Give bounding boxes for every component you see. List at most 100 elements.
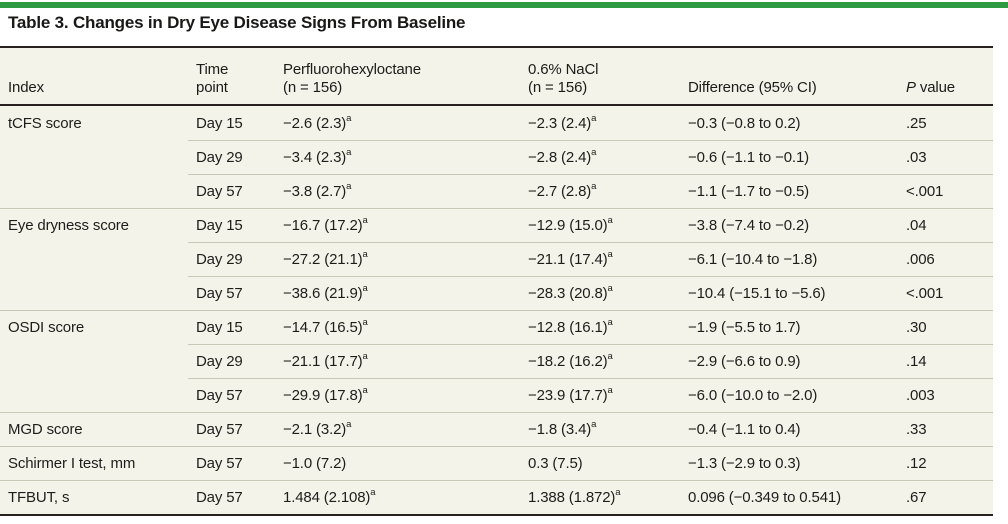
row-difference-value: 0.096 (−0.349 to 0.541) <box>688 489 841 506</box>
cell-superscript: a <box>362 351 368 362</box>
row-difference-value: −6.0 (−10.0 to −2.0) <box>688 387 818 404</box>
cell-value: −21.1 (17.4) <box>528 251 608 268</box>
row-time-point: Day 15 <box>196 319 243 336</box>
cell-superscript: a <box>591 181 597 192</box>
table-header-row: Index Time point Perfluorohexyloctane (n… <box>0 48 993 106</box>
row-drug-value: −3.4 (2.3)a <box>275 148 520 166</box>
cell-value: −16.7 (17.2) <box>283 217 363 234</box>
cell-superscript: a <box>591 112 597 124</box>
row-p-value: .03 <box>906 149 927 166</box>
cell-value: −38.6 (21.9) <box>283 285 363 302</box>
cell-superscript: a <box>591 147 597 158</box>
table-row: Day 57 −38.6 (21.9)a −28.3 (20.8)a −10.4… <box>0 276 993 310</box>
row-time-point: Day 57 <box>196 387 243 404</box>
table-row: Schirmer I test, mm Day 57 −1.0 (7.2) 0.… <box>0 446 993 480</box>
row-difference-value: −1.3 (−2.9 to 0.3) <box>688 455 801 472</box>
row-time-point: Day 29 <box>196 353 243 370</box>
table-row: Day 57 −29.9 (17.8)a −23.9 (17.7)a −6.0 … <box>0 378 993 412</box>
cell-value: −2.6 (2.3) <box>283 114 347 132</box>
cell-superscript: a <box>607 351 613 362</box>
row-time-point: Day 57 <box>196 489 243 506</box>
row-time-point: Day 57 <box>196 183 243 200</box>
cell-superscript: a <box>607 283 613 294</box>
row-drug-value: −2.1 (3.2)a <box>275 419 520 438</box>
cell-superscript: a <box>362 385 368 396</box>
results-table: Index Time point Perfluorohexyloctane (n… <box>0 46 993 516</box>
cell-value: −23.9 (17.7) <box>528 387 608 404</box>
cell-superscript: a <box>607 249 613 260</box>
row-index-label: tCFS score <box>8 114 82 132</box>
table-row: Eye dryness score Day 15 −16.7 (17.2)a −… <box>0 208 993 242</box>
table-row: Day 57 −3.8 (2.7)a −2.7 (2.8)a −1.1 (−1.… <box>0 174 993 208</box>
header-p-value: P value <box>898 79 993 98</box>
row-nacl-value: 0.3 (7.5) <box>520 456 680 471</box>
cell-superscript: a <box>615 487 621 498</box>
row-drug-value: −29.9 (17.8)a <box>275 385 520 403</box>
p-value-rest: value <box>915 79 955 97</box>
row-time-point: Day 29 <box>196 251 243 268</box>
row-p-value: .003 <box>906 387 935 404</box>
table-row: Day 29 −21.1 (17.7)a −18.2 (16.2)a −2.9 … <box>0 344 993 378</box>
row-index-label: Eye dryness score <box>8 217 129 234</box>
cell-superscript: a <box>591 419 597 430</box>
cell-superscript: a <box>362 317 368 328</box>
header-index: Index <box>8 79 44 97</box>
cell-superscript: a <box>607 317 613 328</box>
cell-value: −14.7 (16.5) <box>283 319 363 336</box>
row-nacl-value: −2.3 (2.4)a <box>520 112 680 132</box>
cell-value: −2.8 (2.4) <box>528 149 592 166</box>
row-nacl-value: −23.9 (17.7)a <box>520 385 680 404</box>
cell-value: −28.3 (20.8) <box>528 285 608 302</box>
row-difference-value: −6.1 (−10.4 to −1.8) <box>688 251 818 268</box>
row-time-point: Day 15 <box>196 217 243 234</box>
row-drug-value: −38.6 (21.9)a <box>275 283 520 302</box>
row-nacl-value: −12.9 (15.0)a <box>520 215 680 233</box>
accent-bar <box>0 2 1008 8</box>
table-row: TFBUT, s Day 57 1.484 (2.108)a 1.388 (1.… <box>0 480 993 514</box>
row-p-value: .25 <box>906 114 927 132</box>
table-row: tCFS score Day 15 −2.6 (2.3)a −2.3 (2.4)… <box>0 106 993 140</box>
row-nacl-value: 1.388 (1.872)a <box>520 487 680 505</box>
cell-value: −3.8 (2.7) <box>283 183 347 200</box>
row-difference-value: −3.8 (−7.4 to −0.2) <box>688 217 809 234</box>
cell-superscript: a <box>362 215 368 226</box>
header-time-point: Time point <box>196 60 229 97</box>
row-nacl-value: −2.8 (2.4)a <box>520 147 680 166</box>
row-index-label: Schirmer I test, mm <box>8 455 136 472</box>
cell-value: −2.1 (3.2) <box>283 421 347 438</box>
cell-superscript: a <box>346 112 352 124</box>
row-p-value: .30 <box>906 319 927 336</box>
row-difference-value: −0.3 (−0.8 to 0.2) <box>688 114 801 132</box>
cell-superscript: a <box>607 385 613 396</box>
row-drug-value: −21.1 (17.7)a <box>275 351 520 370</box>
cell-value: −2.3 (2.4) <box>528 114 592 132</box>
row-p-value: .12 <box>906 455 927 472</box>
cell-superscript: a <box>607 215 613 226</box>
row-drug-value: −16.7 (17.2)a <box>275 215 520 234</box>
cell-superscript: a <box>362 283 368 294</box>
row-nacl-value: −18.2 (16.2)a <box>520 351 680 370</box>
row-p-value: <.001 <box>906 183 944 200</box>
row-time-point: Day 29 <box>196 149 243 166</box>
row-time-point: Day 57 <box>196 421 243 438</box>
row-p-value: .67 <box>906 489 927 506</box>
cell-value: −2.7 (2.8) <box>528 183 592 200</box>
row-p-value: .33 <box>906 421 927 438</box>
row-nacl-value: −21.1 (17.4)a <box>520 249 680 268</box>
table-row: MGD score Day 57 −2.1 (3.2)a −1.8 (3.4)a… <box>0 412 993 446</box>
cell-superscript: a <box>346 419 352 430</box>
cell-value: −21.1 (17.7) <box>283 353 363 370</box>
cell-value: −3.4 (2.3) <box>283 149 347 166</box>
cell-value: −1.0 (7.2) <box>283 455 347 472</box>
table-row: OSDI score Day 15 −14.7 (16.5)a −12.8 (1… <box>0 310 993 344</box>
cell-value: −18.2 (16.2) <box>528 353 608 370</box>
row-drug-value: −3.8 (2.7)a <box>275 182 520 200</box>
row-nacl-value: −12.8 (16.1)a <box>520 317 680 335</box>
header-nacl: 0.6% NaCl (n = 156) <box>528 60 599 97</box>
cell-value: 0.3 (7.5) <box>528 455 583 472</box>
row-p-value: .04 <box>906 217 927 234</box>
table-title: Table 3. Changes in Dry Eye Disease Sign… <box>8 13 466 32</box>
cell-superscript: a <box>370 487 376 498</box>
row-index-label: OSDI score <box>8 319 85 336</box>
row-nacl-value: −2.7 (2.8)a <box>520 181 680 200</box>
